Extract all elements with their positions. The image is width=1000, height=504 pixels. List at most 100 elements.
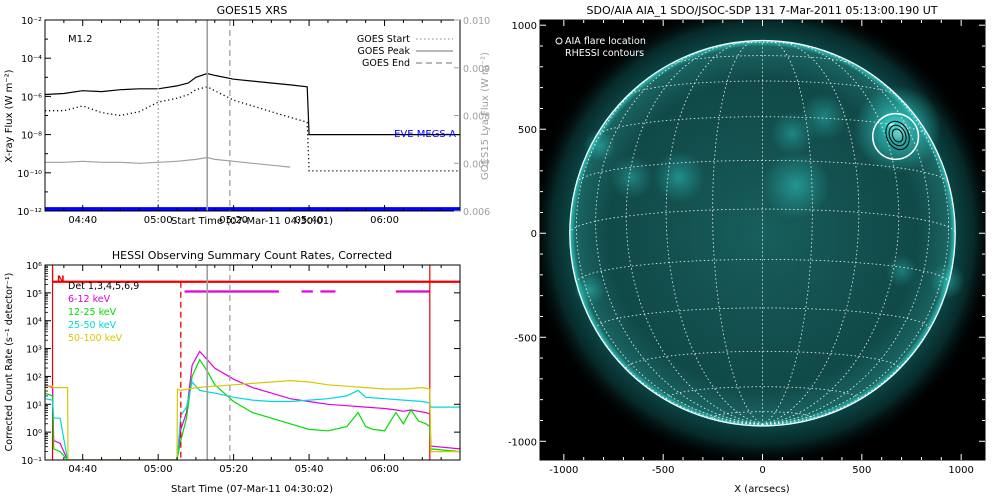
aia-y-tick-label: 500 [518, 125, 537, 136]
goes-xlabel: Start Time (07-Mar-11 04:30:01) [171, 216, 333, 227]
goes-y-tick-label: 10⁻¹² [17, 207, 42, 218]
goes-y2-tick-label: 0.009 [463, 64, 490, 75]
aia-y-tick-label: -1000 [508, 437, 537, 448]
goes-legend: GOES Start GOES Peak GOES End [357, 34, 453, 69]
aia-xlabel: X (arcsecs) [734, 484, 790, 495]
legend-6-12-kev: 6-12 keV [68, 294, 111, 305]
aia-flare-location-circle [872, 112, 920, 161]
legend-detectors: Det 1,3,4,5,6,9 [68, 281, 139, 292]
goes-lya-line [45, 156, 291, 168]
legend-50-100-kev: 50-100 keV [68, 333, 123, 344]
hessi-series-6-12-kev [45, 350, 460, 460]
goes-x-tick-label: 04:40 [68, 215, 97, 226]
goes-y-tick-label: 10⁻² [21, 16, 42, 27]
legend-25-50-kev: 25-50 keV [68, 320, 117, 331]
goes-y2label: GOES15 Lya Flux (W m⁻²) [480, 52, 491, 180]
longitude-gridline [762, 59, 950, 425]
goes-y2-tick-label: 0.008 [463, 112, 490, 123]
hessi-y-tick-label: 10⁻¹ [21, 456, 42, 467]
hessi-series-12-25-kev [45, 358, 460, 460]
hessi-series-group [45, 350, 460, 460]
aia-y-tick-label: 0 [531, 229, 537, 240]
hessi-panel: HESSI Observing Summary Count Rates, Cor… [4, 249, 461, 495]
hessi-x-tick-label: 06:00 [370, 464, 399, 475]
hessi-x-tick-label: 05:20 [219, 464, 248, 475]
hessi-series-25-50-kev [45, 380, 460, 460]
legend-goes-peak: GOES Peak [358, 46, 411, 57]
goes-x-tick-label: 05:40 [295, 215, 324, 226]
hessi-y-tick-label: 10² [26, 372, 42, 383]
legend-goes-end: GOES End [362, 58, 410, 69]
longitude-gridline [762, 42, 900, 425]
aia-legend: AIA flare location RHESSI contours [555, 36, 646, 59]
goes-y2-tick-label: 0.010 [463, 16, 490, 27]
legend-goes-start: GOES Start [357, 34, 410, 45]
solar-limb-circle [569, 39, 956, 427]
legend-aia-flare-location: AIA flare location [565, 36, 646, 47]
hessi-x-tick-label: 04:40 [68, 464, 97, 475]
legend-rhessi-contours: RHESSI contours [565, 48, 644, 59]
hessi-state-bars [51, 265, 460, 460]
flare-class-label: M1.2 [68, 34, 93, 45]
goes-y-tick-label: 10⁻⁶ [21, 92, 42, 103]
goes-series-group [45, 72, 460, 211]
legend-12-25-kev: 12-25 keV [68, 307, 117, 318]
goes-event-markers [157, 20, 231, 211]
hessi-y-tick-label: 10⁴ [26, 317, 42, 328]
hessi-event-markers [180, 265, 231, 460]
legend-flare-circle-icon [555, 37, 563, 45]
goes-long-channel-line [45, 72, 460, 136]
latitude-gridline [668, 55, 857, 65]
goes-y-tick-label: 10⁻⁴ [21, 54, 42, 65]
longitude-gridline [762, 40, 860, 425]
goes-ylabel: X-ray Flux (W m⁻²) [4, 69, 15, 162]
longitude-gridline [665, 40, 763, 425]
hessi-title: HESSI Observing Summary Count Rates, Cor… [112, 249, 392, 262]
aia-overlay [569, 39, 956, 427]
goes-y-tick-label: 10⁻¹⁰ [17, 169, 42, 180]
goes-x-tick-label: 05:00 [144, 215, 173, 226]
longitude-gridline [575, 59, 763, 425]
aia-y-tick-label: 1000 [512, 21, 537, 32]
hessi-x-tick-label: 05:00 [144, 464, 173, 475]
aia-title: SDO/AIA AIA_1 SDO/JSOC-SDP 131 7-Mar-201… [587, 4, 938, 17]
aia-x-tick-label: -500 [652, 465, 675, 476]
hessi-ylabel: Corrected Count Rate (s⁻¹ detector⁻¹) [4, 273, 15, 452]
goes-y-tick-label: 10⁻⁸ [21, 131, 42, 142]
rhessi-contour-0 [891, 128, 904, 143]
active-region-9 [929, 263, 966, 299]
aia-image-panel: SDO/AIA AIA_1 SDO/JSOC-SDP 131 7-Mar-201… [508, 4, 986, 495]
latitude-gridline [625, 350, 900, 369]
night-label: N [57, 275, 65, 285]
goes-x-tick-label: 06:00 [370, 215, 399, 226]
goes-x-tick-label: 05:20 [219, 215, 248, 226]
goes-axes: 04:40 05:00 05:20 05:40 06:00 10⁻¹² 10⁻¹⁰ 10⁻⁸ 1… [17, 16, 490, 226]
aia-x-tick-label: 500 [852, 465, 871, 476]
goes-xrs-panel: GOES15 XRS 04:40 05:00 05:20 05:40 06:00 10⁻¹… [4, 4, 491, 227]
hessi-axes: 04:40 05:00 05:20 05:40 06:00 10⁻¹ 10⁰ 10¹ 10² 10… [21, 261, 461, 475]
hessi-series-50-100-kev [45, 379, 460, 460]
hessi-xlabel: Start Time (07-Mar-11 04:30:02) [171, 484, 333, 495]
hessi-legend: Det 1,3,4,5,6,9 6-12 keV 12-25 keV 25-50… [68, 281, 139, 344]
latitude-gridline [575, 258, 950, 284]
aia-x-tick-label: -1000 [549, 465, 578, 476]
hessi-x-tick-label: 05:40 [295, 464, 324, 475]
aia-solar-image [540, 20, 985, 460]
rhessi-contour-2 [885, 120, 910, 151]
goes-y2-tick-label: 0.006 [463, 207, 490, 218]
aia-axes: -1000 -500 0 500 1000 -1000 -500 0 500 1000 [508, 19, 986, 476]
aia-y-tick-label: -500 [514, 333, 537, 344]
goes-y2-tick-label: 0.007 [463, 159, 490, 170]
hessi-y-tick-label: 10⁰ [26, 428, 42, 439]
latitude-gridline [627, 80, 898, 96]
aia-x-tick-label: 0 [759, 465, 765, 476]
hessi-y-tick-label: 10⁵ [26, 289, 42, 300]
eve-megs-a-label: EVE MEGS-A [394, 129, 456, 140]
hessi-y-tick-label: 10³ [26, 345, 42, 356]
hessi-y-tick-label: 10¹ [26, 400, 42, 411]
hessi-y-tick-label: 10⁶ [26, 261, 42, 272]
aia-x-tick-label: 1000 [948, 465, 973, 476]
goes-title: GOES15 XRS [217, 4, 288, 17]
longitude-gridline [625, 42, 763, 425]
